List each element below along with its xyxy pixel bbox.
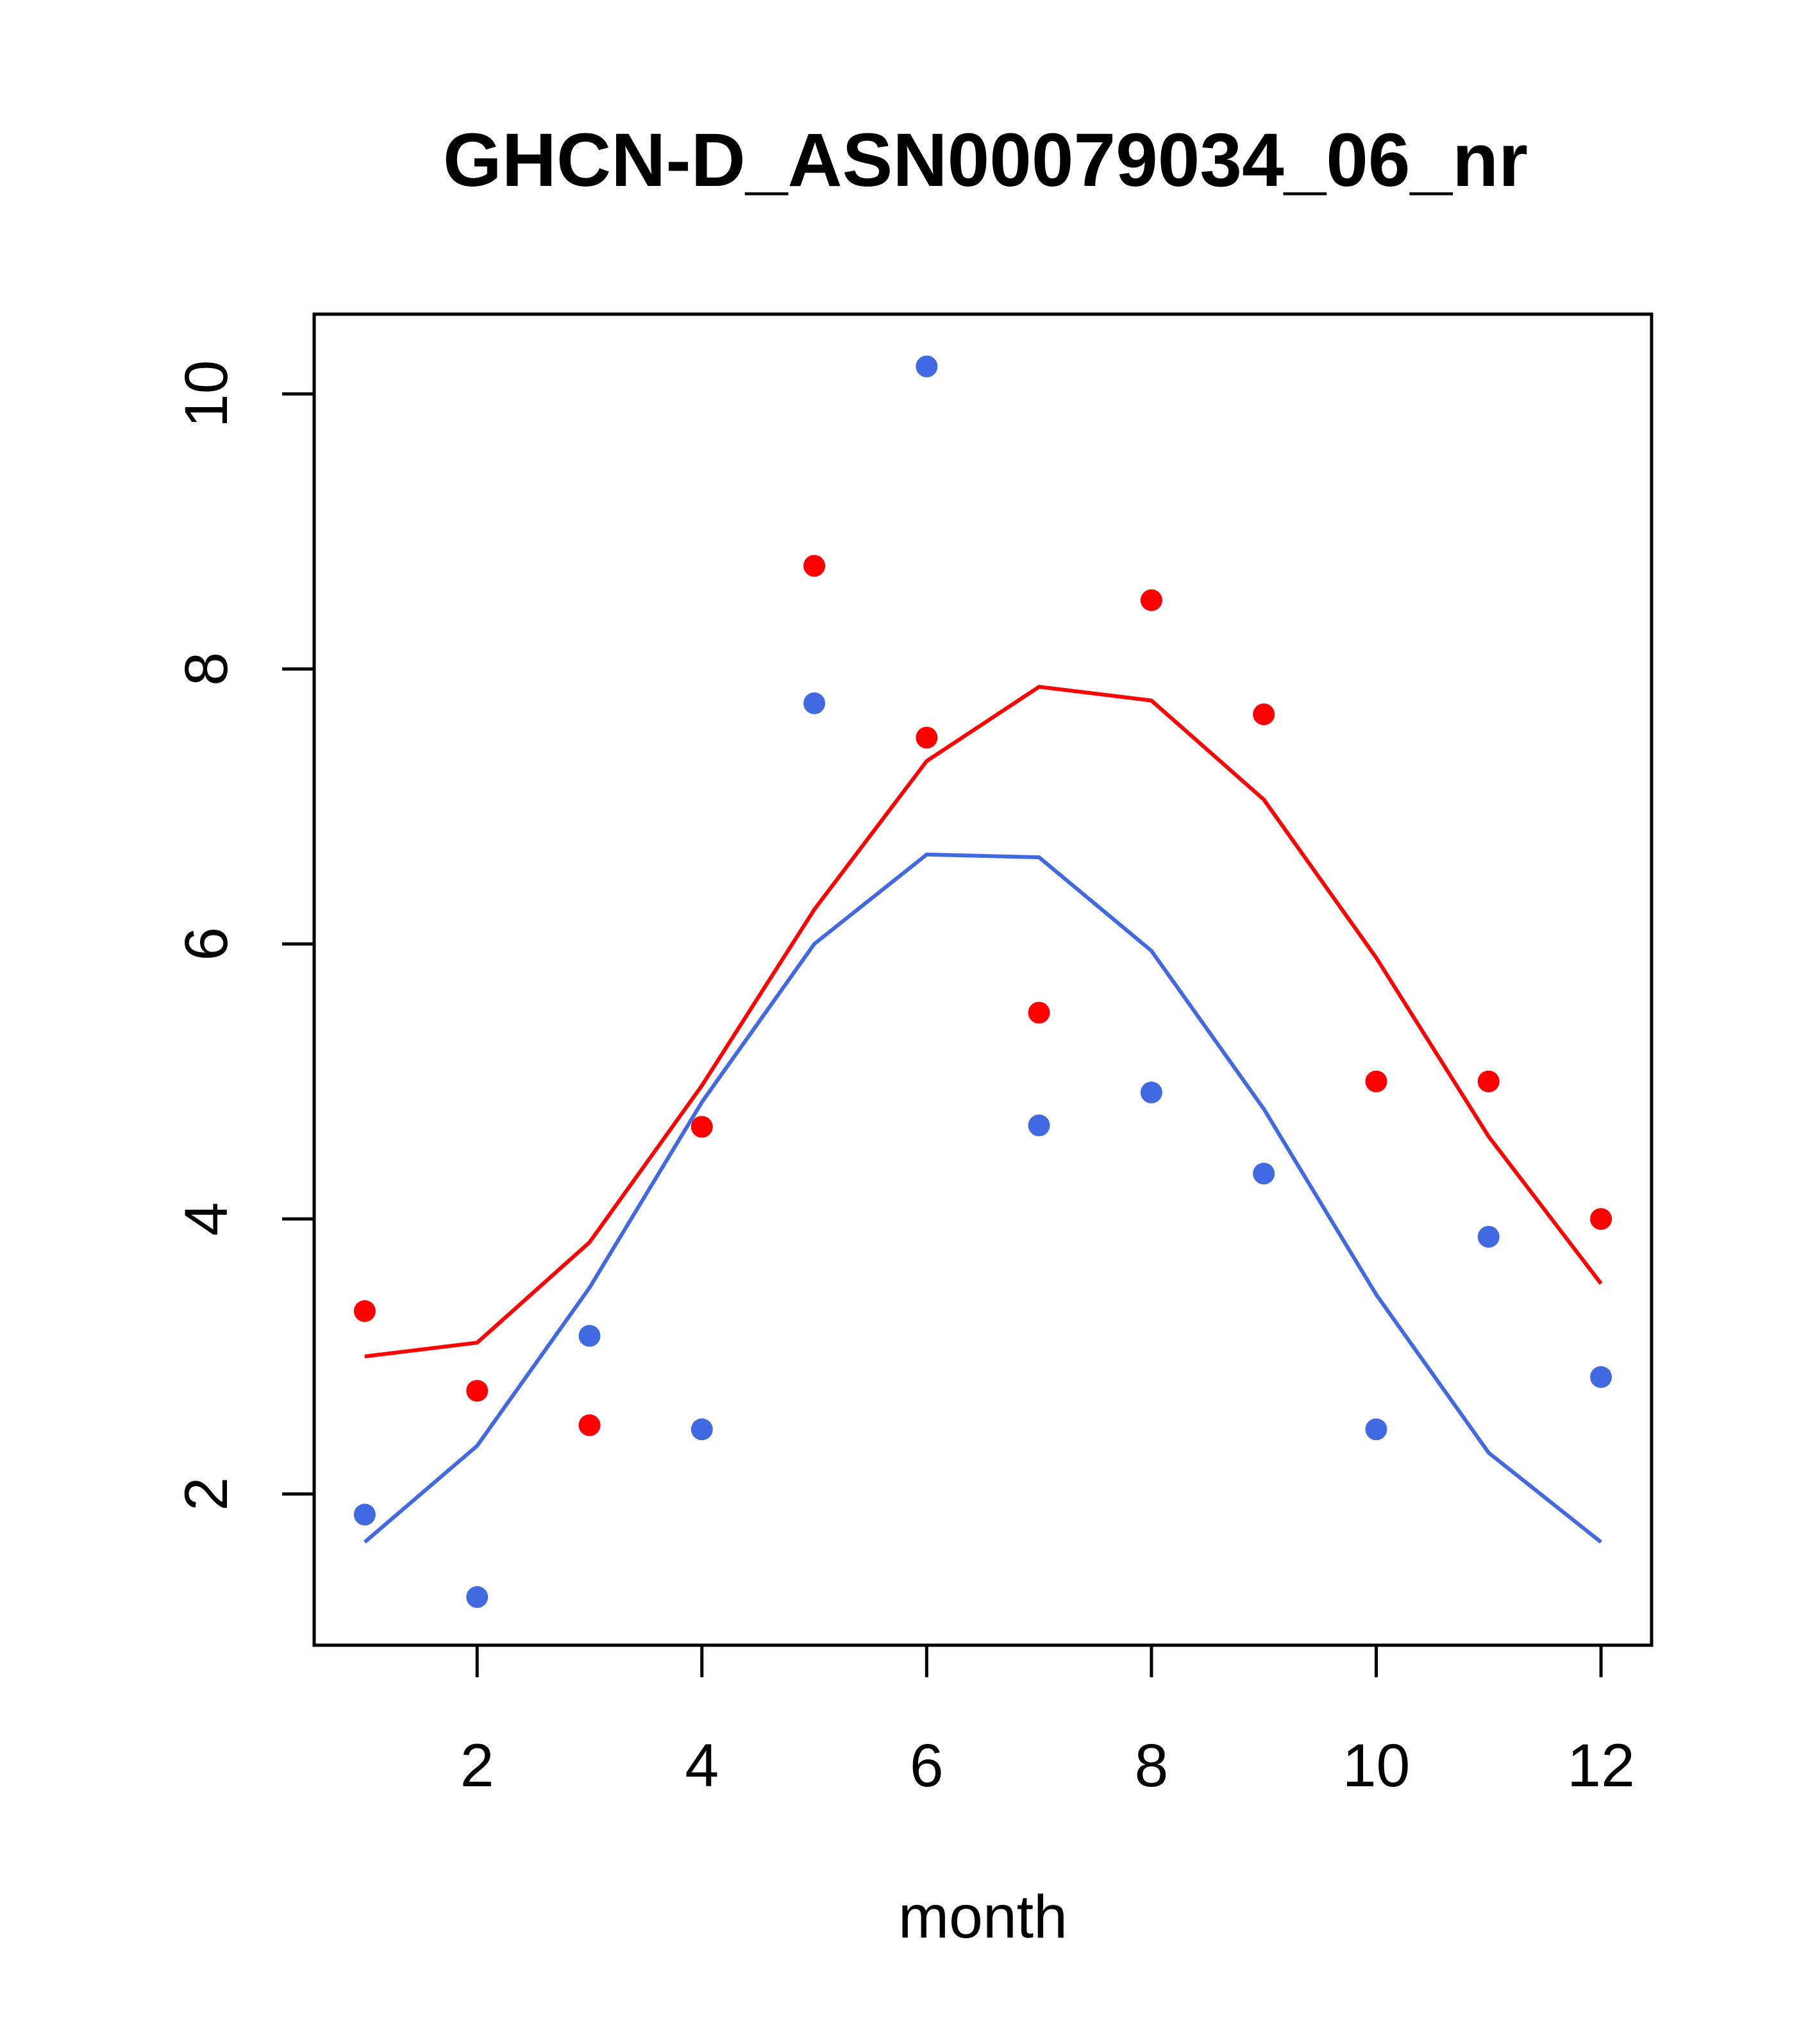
x-tick-label: 8 (1135, 1732, 1169, 1800)
plot-area (353, 355, 1612, 1608)
x-tick-label: 4 (685, 1732, 719, 1800)
series-1-point (1028, 1001, 1050, 1024)
series-1-point (1590, 1208, 1612, 1230)
series-1-point (578, 1414, 601, 1436)
series-2-point (1477, 1226, 1500, 1248)
series-1-point (916, 726, 938, 749)
series-1-point (353, 1300, 376, 1322)
series-2-point (916, 355, 938, 378)
series-1-line (364, 685, 1603, 1359)
x-tick-label: 12 (1567, 1732, 1635, 1800)
x-tick-label: 6 (910, 1732, 944, 1800)
series-2-point (466, 1586, 489, 1608)
y-axis: 2 4 6 8 10 (172, 360, 314, 1511)
x-tick-label: 2 (460, 1732, 494, 1800)
series-2-line (363, 852, 1602, 1544)
series-2-point (1590, 1366, 1612, 1388)
series-2-point (691, 1418, 713, 1441)
y-tick-label: 10 (172, 360, 240, 428)
series-1-point (691, 1116, 713, 1138)
x-axis-label: month (898, 1883, 1068, 1951)
y-tick-label: 4 (172, 1202, 240, 1236)
series-2-point (353, 1504, 376, 1526)
y-tick-label: 8 (172, 652, 240, 686)
series-1-point (1253, 703, 1275, 726)
series-1-point (1365, 1070, 1387, 1093)
x-tick-label: 10 (1343, 1732, 1411, 1800)
series-2-point (1365, 1418, 1387, 1441)
x-axis: 2 4 6 8 10 12 (460, 1645, 1635, 1800)
y-tick-label: 2 (172, 1477, 240, 1511)
series-2-point (803, 692, 826, 714)
series-2-point (1253, 1162, 1275, 1185)
series-1-point (803, 555, 826, 577)
plot-frame (312, 312, 1654, 1647)
series-2-point (578, 1325, 601, 1347)
y-tick-label: 6 (172, 927, 240, 961)
chart-title: GHCN-D_ASN00079034_06_nr (443, 118, 1528, 203)
series-1-point (1477, 1070, 1500, 1093)
series-2-point (1028, 1114, 1050, 1137)
series-1-point (466, 1380, 489, 1402)
series-2-point (1140, 1081, 1162, 1103)
series-1-point (1140, 589, 1162, 612)
